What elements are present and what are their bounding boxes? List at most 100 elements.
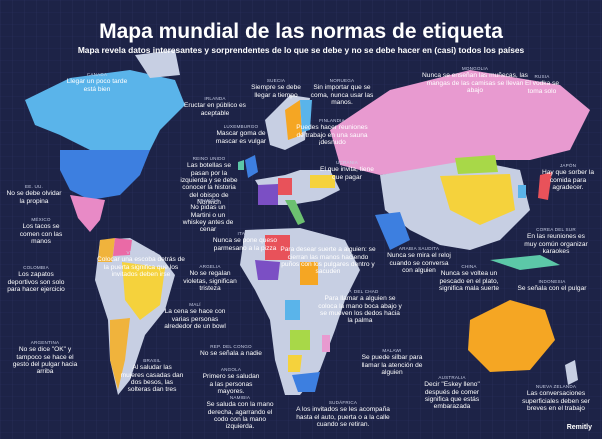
mexico — [70, 195, 105, 232]
annotation: MÉXICO Los tacos se comen con las manos — [12, 217, 70, 245]
country-label: AUSTRALIA — [438, 375, 466, 380]
annotation-text: Las conversaciones superficiales deben s… — [522, 390, 590, 412]
country-label: COREA DEL SUR — [536, 227, 576, 232]
country-label: EE. UU. — [25, 184, 43, 189]
country-label: REINO UNIDO — [192, 156, 226, 161]
annotation: REP. DEL CHAD Para llamar a alguien se co… — [318, 289, 402, 325]
namibia — [288, 355, 302, 372]
annotation: NUEVA ZELANDA Las conversaciones superfic… — [520, 384, 592, 412]
annotation-text: No se dice "OK" y tampoco se hace el ges… — [12, 346, 78, 376]
colombia — [98, 238, 115, 262]
annotation: REINO UNIDO Las botellas se pasan por la … — [178, 156, 240, 206]
annotation: BRASIL Al saludar las mujeres casadas dan… — [120, 358, 184, 394]
annotation: FRANCIA No pidas un Martini o un whiskey … — [180, 198, 236, 234]
annotation: VENEZUELA Colocar una escoba detrás de la… — [95, 250, 187, 278]
finland — [300, 100, 312, 132]
annotation: ARGELIA No se regalan violetas, significa… — [183, 264, 237, 292]
germany — [278, 178, 292, 195]
annotation: ARGENTINA No se dice "OK" y tampoco se ha… — [10, 340, 80, 376]
uk — [245, 155, 258, 178]
country-label: MONGOLIA — [461, 66, 489, 71]
china — [440, 174, 515, 225]
annotation-text: Colocar una escoba detrás de la puerta s… — [97, 256, 185, 278]
angola — [290, 330, 310, 350]
usa — [60, 150, 150, 200]
australia — [468, 300, 555, 372]
russia — [330, 70, 590, 175]
annotation-text: A los invitados se les acompaña hasta el… — [296, 406, 390, 428]
country-label: JAPÓN — [559, 163, 577, 168]
country-label: LUXEMBURGO — [223, 124, 259, 129]
japan — [538, 172, 552, 200]
mongolia — [455, 155, 498, 174]
annotation: CHINA Nunca se voltea un pescado en el pl… — [438, 264, 500, 292]
annotation-text: Se saluda con la mano derecha, agarrando… — [206, 401, 274, 431]
title: Mapa mundial de las normas de etiqueta — [99, 20, 503, 43]
country-label: MÉXICO — [31, 217, 51, 222]
annotation-text: Siempre se debe llegar a tiempo — [251, 84, 301, 99]
sweden — [285, 100, 302, 140]
country-label: NAMIBIA — [229, 395, 251, 400]
country-label: REP. DEL CHAD — [341, 289, 379, 294]
annotation-text: Nunca se enseñan las muñecas, las mangas… — [422, 72, 528, 94]
annotation-text: Decir "Eskey lleno" después de comer sig… — [424, 381, 480, 411]
annotation: ALEMANIA Para desear suerte a alguien: se… — [280, 240, 376, 276]
annotation: MALÍ La cena se hace con varias personas … — [160, 302, 230, 330]
annotation-text: Eructar en público es aceptable — [184, 102, 246, 117]
country-label: MALÍ — [189, 302, 201, 307]
annotation-text: Para desear suerte a alguien: se cierran… — [280, 246, 376, 276]
country-label: MALAWI — [382, 348, 402, 353]
annotation: INDONESIA Se señala con el pulgar — [515, 279, 589, 293]
country-label: RUSIA — [534, 74, 550, 79]
annotation: RUSIA El vodka se toma solo — [520, 74, 564, 95]
annotation: MALAWI Se puede silbar para llamar la ate… — [354, 348, 430, 376]
venezuela — [113, 238, 132, 256]
country-label: IRLANDA — [204, 96, 226, 101]
country-label: ARGENTINA — [30, 340, 60, 345]
annotation-text: No se regalan violetas, significan trist… — [183, 270, 237, 292]
annotation-text: Los tacos se comen con las manos — [19, 223, 63, 245]
annotation-text: Nunca se voltea un pescado en el plato, … — [438, 270, 500, 292]
annotation-text: Se señala con el pulgar — [517, 285, 587, 293]
italy — [285, 200, 305, 225]
annotation-text: Se puede silbar para llamar la atención … — [361, 354, 423, 376]
indonesia — [490, 255, 560, 270]
ukraine — [310, 175, 335, 188]
annotation-text: Nunca se mira el reloj cuando se convers… — [387, 252, 451, 274]
annotation: ANGOLA Primero se saludan a las personas … — [200, 367, 262, 395]
canada — [25, 70, 185, 160]
france — [258, 184, 278, 205]
country-label: ARGELIA — [199, 264, 221, 269]
annotation: CANADA Llegar un poco tarde está bien — [62, 72, 132, 93]
country-label: CHINA — [461, 264, 477, 269]
country-label: VENEZUELA — [126, 250, 156, 255]
annotation: REP. DEL CONGO No se señala a nadie — [195, 344, 267, 358]
annotation: IRLANDA Eructar en público es aceptable — [183, 96, 247, 117]
annotation-text: Puedes hacer reuniones de trabajo en una… — [296, 124, 368, 146]
south-korea — [518, 185, 526, 198]
country-label: BRASIL — [143, 358, 161, 363]
ireland — [238, 160, 244, 170]
annotation: ITALIA Nunca se pone queso parmesano a la… — [210, 231, 280, 252]
country-label: SUDÁFRICA — [328, 400, 358, 405]
annotation: COREA DEL SUR En las reuniones es muy com… — [520, 227, 592, 255]
annotation-text: No pidas un Martini o un whiskey antes d… — [182, 204, 234, 234]
new-zealand — [565, 360, 578, 385]
annotation-text: Hay que sorber la comida para agradecer. — [541, 169, 595, 191]
country-label: ANGOLA — [220, 367, 242, 372]
annotation: COLOMBIA Los zapatos deportivos son solo … — [5, 265, 67, 293]
country-label: SUECIA — [266, 78, 286, 83]
annotation-text: Las botellas se pasan por la izquierda y… — [180, 162, 238, 207]
annotation-text: Sin importar que se coma, nunca usar las… — [310, 84, 374, 106]
chad — [300, 262, 318, 285]
country-label: ITALIA — [237, 231, 253, 236]
country-label: UCRANIA — [335, 160, 359, 165]
annotation-text: El vodka se toma solo — [524, 80, 560, 95]
annotation: MONGOLIA Nunca se enseñan las muñecas, la… — [420, 66, 530, 94]
malawi — [322, 335, 330, 352]
saudi-arabia — [375, 212, 410, 250]
country-label: INDONESIA — [538, 279, 566, 284]
mali — [255, 260, 280, 280]
